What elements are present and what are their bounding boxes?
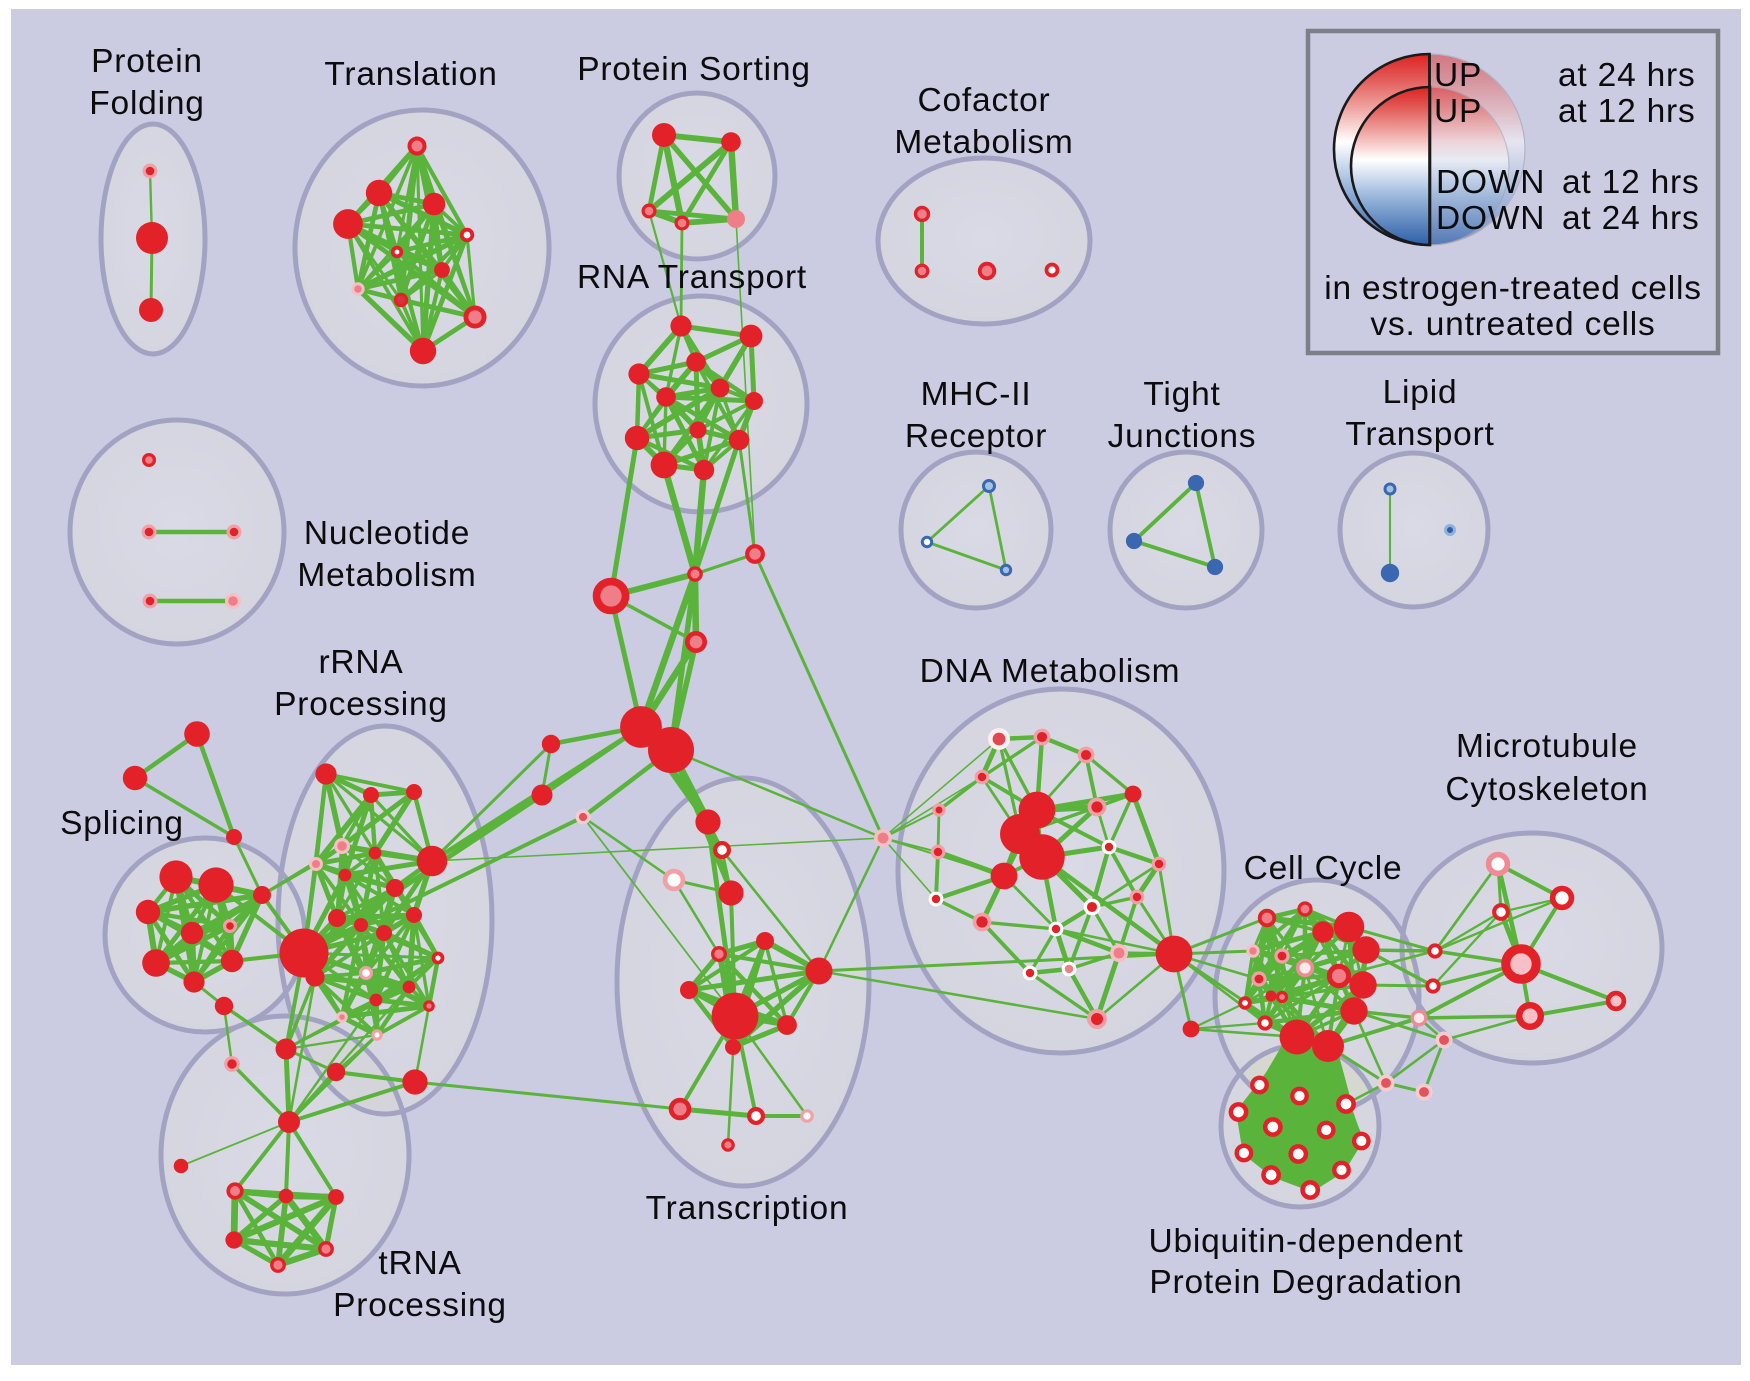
svg-text:at 12 hrs: at 12 hrs <box>1558 93 1696 130</box>
svg-text:Microtubule: Microtubule <box>1456 728 1638 765</box>
svg-text:Translation: Translation <box>324 56 497 93</box>
svg-text:Protein Degradation: Protein Degradation <box>1149 1264 1462 1301</box>
svg-text:Receptor: Receptor <box>905 418 1047 455</box>
svg-text:Processing: Processing <box>333 1287 507 1324</box>
svg-text:Ubiquitin-dependent: Ubiquitin-dependent <box>1148 1223 1463 1260</box>
svg-text:Junctions: Junctions <box>1108 418 1257 455</box>
svg-text:Splicing: Splicing <box>60 805 184 842</box>
svg-text:Metabolism: Metabolism <box>894 124 1073 161</box>
svg-text:in estrogen-treated cells: in estrogen-treated cells <box>1324 270 1702 307</box>
svg-text:RNA Transport: RNA Transport <box>577 259 807 296</box>
svg-text:Metabolism: Metabolism <box>297 557 476 594</box>
svg-text:UP: UP <box>1434 57 1482 94</box>
svg-text:at 24 hrs: at 24 hrs <box>1558 57 1696 94</box>
svg-text:Lipid: Lipid <box>1383 374 1458 411</box>
svg-text:DOWN: DOWN <box>1436 200 1545 237</box>
svg-text:at 24 hrs: at 24 hrs <box>1562 200 1700 237</box>
svg-text:at 12 hrs: at 12 hrs <box>1562 164 1700 201</box>
svg-text:MHC-II: MHC-II <box>921 376 1032 413</box>
svg-text:Protein Sorting: Protein Sorting <box>577 51 811 88</box>
svg-text:vs. untreated cells: vs. untreated cells <box>1370 306 1655 343</box>
svg-text:Transcription: Transcription <box>646 1190 849 1227</box>
svg-text:UP: UP <box>1434 93 1482 130</box>
svg-text:Processing: Processing <box>274 686 448 723</box>
svg-text:Cell Cycle: Cell Cycle <box>1244 850 1403 887</box>
svg-text:Protein: Protein <box>91 43 203 80</box>
svg-text:tRNA: tRNA <box>378 1245 461 1282</box>
svg-text:rRNA: rRNA <box>318 644 403 681</box>
svg-text:Folding: Folding <box>89 85 204 122</box>
svg-text:Transport: Transport <box>1345 416 1494 453</box>
svg-text:Cytoskeleton: Cytoskeleton <box>1445 771 1648 808</box>
svg-text:DOWN: DOWN <box>1436 164 1545 201</box>
svg-text:Nucleotide: Nucleotide <box>304 515 470 552</box>
svg-text:DNA Metabolism: DNA Metabolism <box>920 653 1181 690</box>
svg-text:Cofactor: Cofactor <box>917 82 1050 119</box>
svg-text:Tight: Tight <box>1143 376 1220 413</box>
